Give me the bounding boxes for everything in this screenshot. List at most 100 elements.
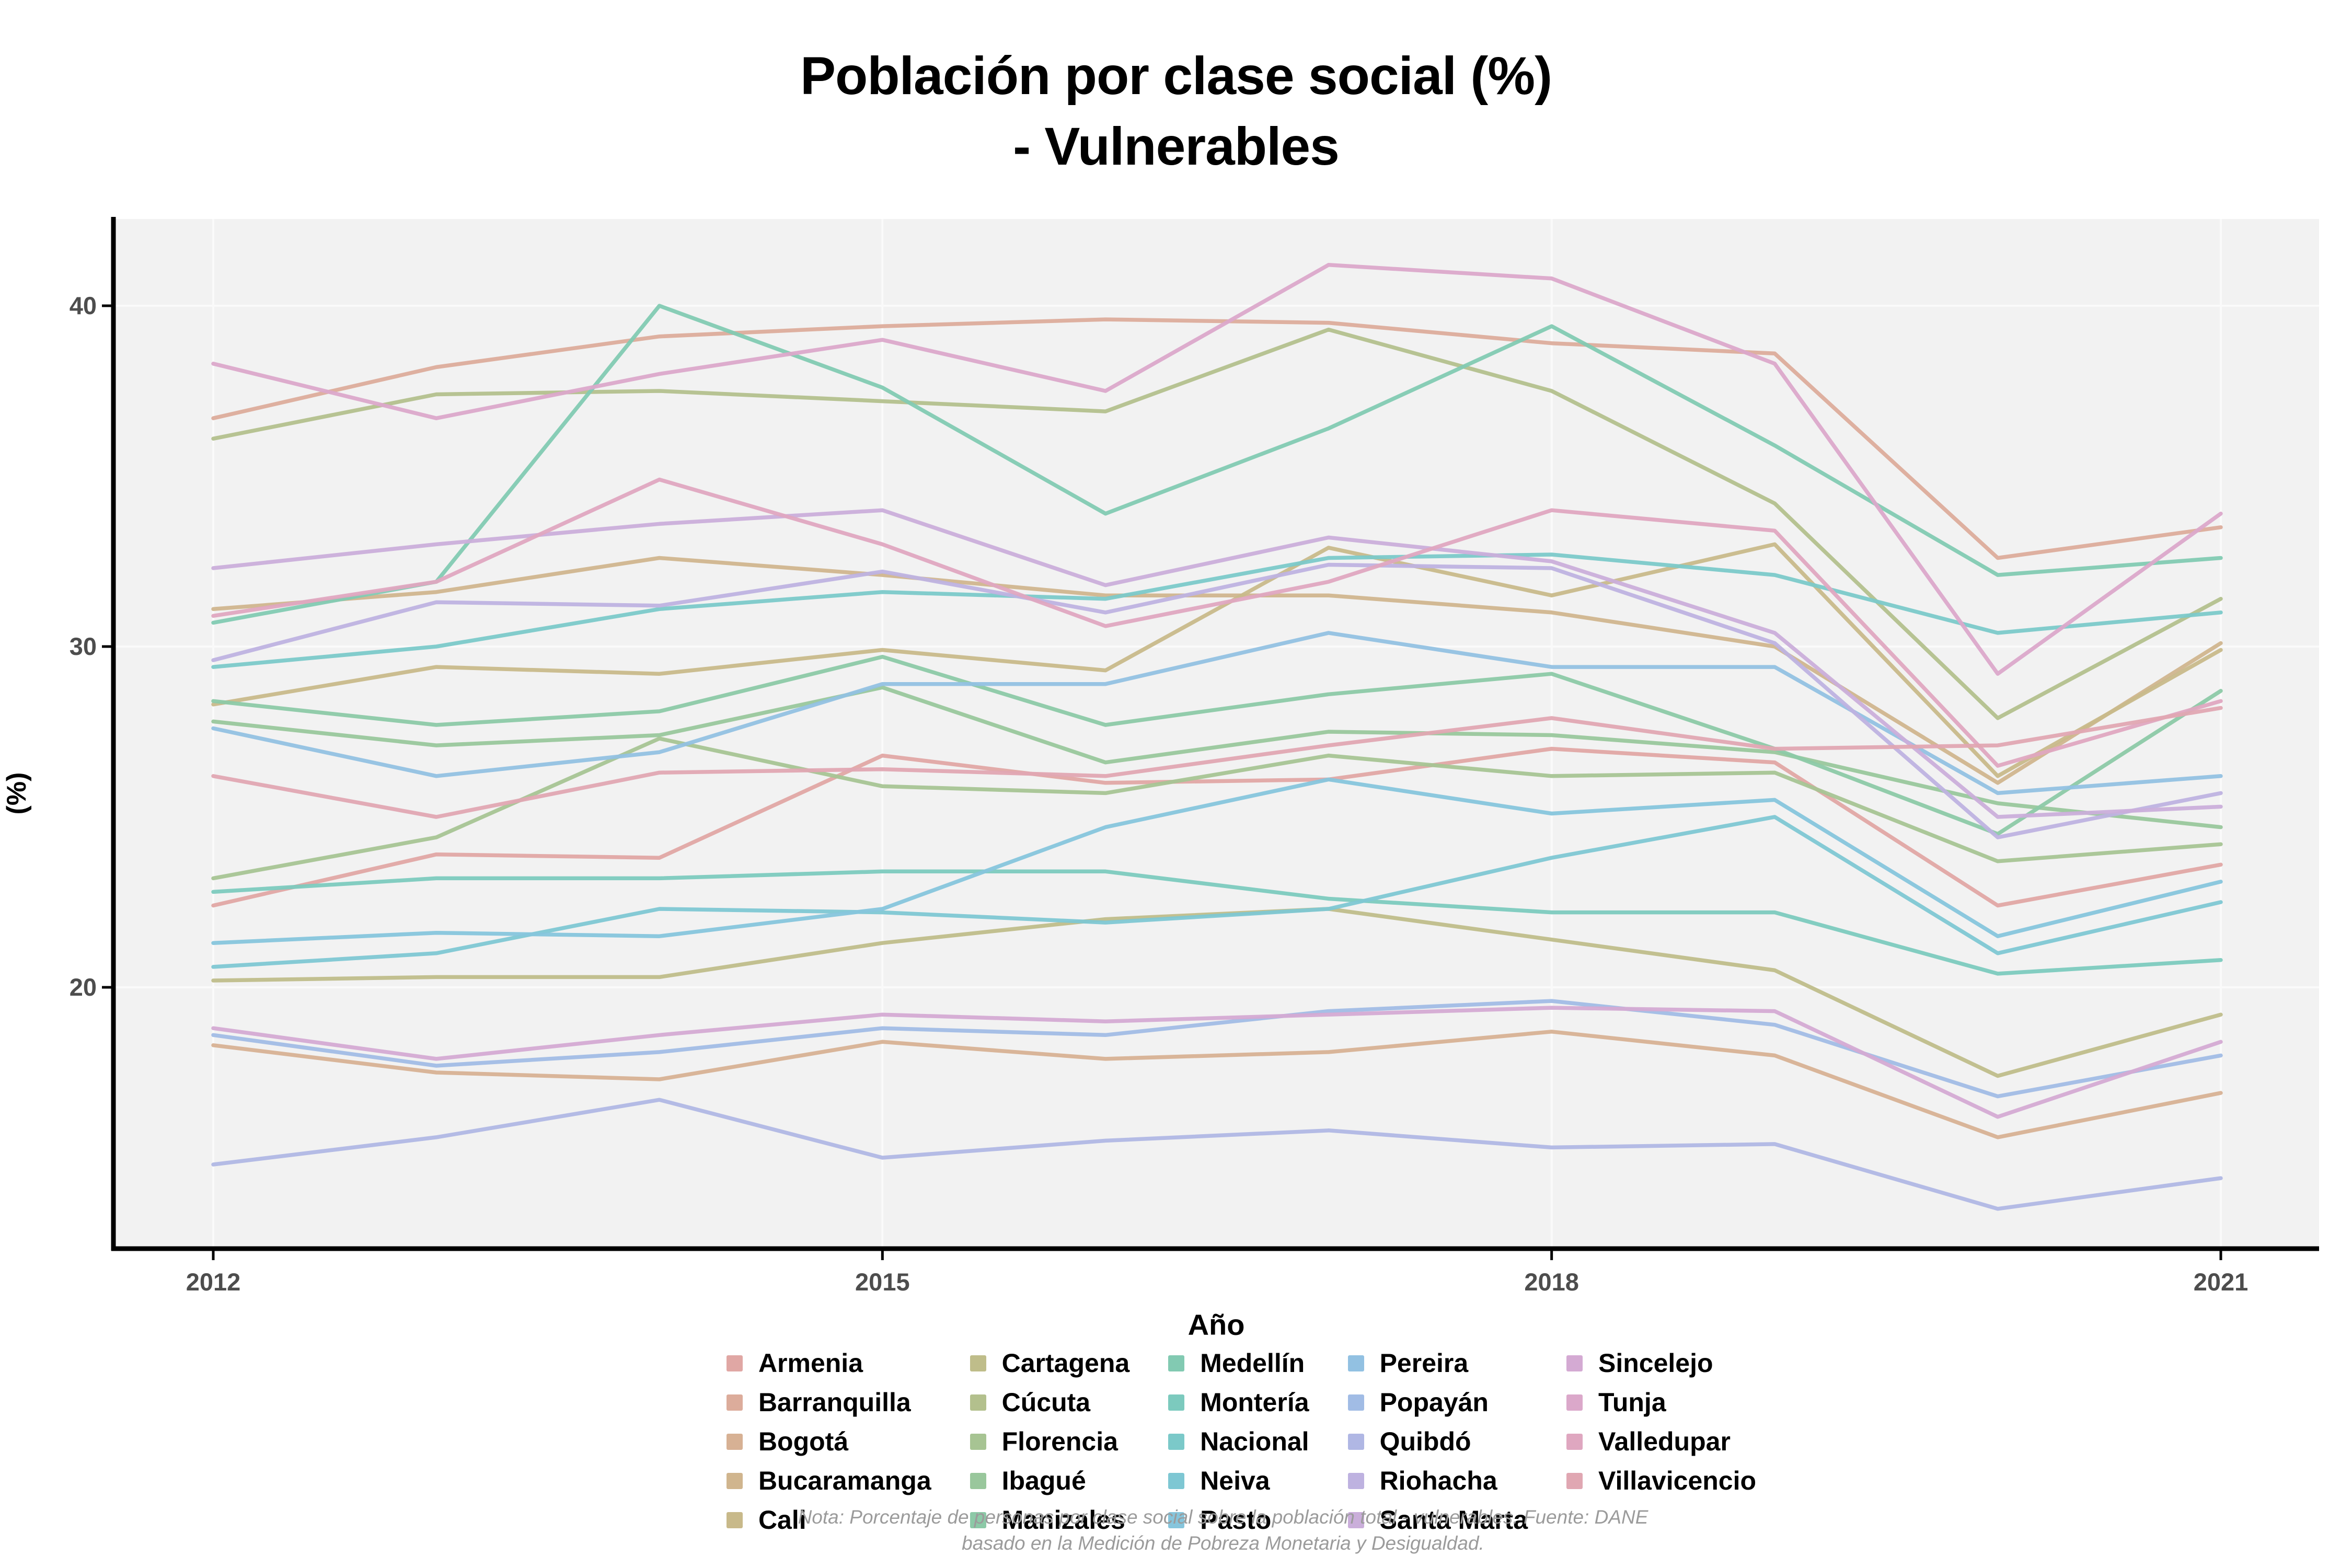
legend-item-sincelejo: Sincelejo (1566, 1347, 1756, 1379)
legend-item-tunja: Tunja (1566, 1387, 1756, 1418)
legend-swatch-icon (1566, 1433, 1583, 1450)
legend-item-armenia: Armenia (726, 1347, 931, 1379)
legend-swatch-icon (1168, 1512, 1185, 1528)
footnote-line1: Nota: Porcentaje de personas por clase s… (798, 1506, 1648, 1528)
legend-label: Pereira (1379, 1348, 1469, 1378)
line-armenia (211, 746, 2223, 908)
legend-label: Tunja (1598, 1388, 1666, 1417)
chart-title-line2: - Vulnerables (1013, 116, 1340, 176)
legend-swatch-icon (1168, 1472, 1185, 1489)
legend-label: Riohacha (1379, 1466, 1497, 1495)
legend-swatch-icon (1168, 1355, 1185, 1371)
legend-label: Manizales (1001, 1505, 1125, 1535)
legend-swatch-icon (1347, 1433, 1364, 1450)
line-cali (211, 542, 2223, 778)
legend-label: Pasto (1200, 1505, 1272, 1535)
legend-label: Cartagena (1001, 1348, 1130, 1378)
y-tick-label-20: 20 (69, 973, 97, 1001)
legend-label: Montería (1200, 1388, 1309, 1417)
legend-column-2: Cartagena Cúcuta Florencia Ibagué Manizales (970, 1347, 1130, 1536)
legend-label: Neiva (1200, 1466, 1270, 1495)
legend-item-manizales: Manizales (970, 1504, 1130, 1536)
y-tick-label-30: 30 (69, 632, 97, 660)
line-villavicencio (211, 706, 2223, 819)
x-tick-label-2018: 2018 (1524, 1268, 1579, 1296)
x-tick-label-2012: 2012 (186, 1268, 241, 1296)
legend-swatch-icon (726, 1512, 743, 1528)
legend-swatch-icon (726, 1355, 743, 1371)
legend-item-quibdó: Quibdó (1347, 1426, 1528, 1457)
legend-label: Popayán (1379, 1388, 1489, 1417)
legend-item-pasto: Pasto (1168, 1504, 1309, 1536)
legend-item-santa-marta: Santa Marta (1347, 1504, 1528, 1536)
legend-item-florencia: Florencia (970, 1426, 1130, 1457)
line-ibagué (211, 685, 2223, 829)
legend-swatch-icon (970, 1355, 986, 1371)
line-florencia (211, 736, 2223, 881)
line-neiva (211, 815, 2223, 969)
legend-swatch-icon (1347, 1394, 1364, 1411)
legend-item-bogotá: Bogotá (726, 1426, 931, 1457)
y-tick-label-40: 40 (69, 292, 97, 319)
x-tick-label-2015: 2015 (855, 1268, 910, 1296)
legend-swatch-icon (1347, 1472, 1364, 1489)
x-axis-title: Año (1187, 1308, 1245, 1341)
legend-item-bucaramanga: Bucaramanga (726, 1465, 931, 1496)
panel-background (113, 219, 2319, 1249)
legend-item-montería: Montería (1168, 1387, 1309, 1418)
line-montería (211, 869, 2223, 976)
line-popayán (211, 999, 2223, 1099)
legend-label: Barranquilla (758, 1388, 911, 1417)
legend-label: Sincelejo (1598, 1348, 1713, 1378)
legend-swatch-icon (1566, 1394, 1583, 1411)
legend-column-4: Pereira Popayán Quibdó Riohacha Santa Marta (1347, 1347, 1528, 1536)
line-sincelejo (211, 1006, 2223, 1119)
line-pereira (211, 631, 2223, 795)
legend-label: Bogotá (758, 1427, 849, 1456)
legend-item-cartagena: Cartagena (970, 1347, 1130, 1379)
legend-swatch-icon (726, 1472, 743, 1489)
line-bogotá (211, 1030, 2223, 1139)
line-nacional (211, 552, 2223, 669)
legend-item-barranquilla: Barranquilla (726, 1387, 931, 1418)
legend-item-medellín: Medellín (1168, 1347, 1309, 1379)
footnote-line2: basado en la Medición de Pobreza Monetar… (962, 1532, 1484, 1554)
legend-label: Cali (758, 1505, 806, 1535)
legend-label: Medellín (1200, 1348, 1305, 1378)
legend-swatch-icon (1347, 1512, 1364, 1528)
legend-swatch-icon (970, 1394, 986, 1411)
legend-swatch-icon (1168, 1433, 1185, 1450)
legend: Armenia Barranquilla Bogotá Bucaramanga Cali… (131, 1347, 2352, 1536)
legend-column-5: Sincelejo Tunja Valledupar Villavicencio (1566, 1347, 1756, 1496)
legend-swatch-icon (970, 1433, 986, 1450)
legend-swatch-icon (1566, 1355, 1583, 1371)
legend-label: Florencia (1001, 1427, 1118, 1456)
legend-swatch-icon (1566, 1472, 1583, 1489)
legend-column-3: Medellín Montería Nacional Neiva Pasto (1168, 1347, 1309, 1536)
line-manizales (211, 654, 2223, 836)
line-medellín (211, 304, 2223, 625)
legend-swatch-icon (970, 1512, 986, 1528)
legend-label: Cúcuta (1001, 1388, 1091, 1417)
legend-item-cúcuta: Cúcuta (970, 1387, 1130, 1418)
legend-item-pereira: Pereira (1347, 1347, 1528, 1379)
chart-title: Población por clase social (%) - Vulnera… (0, 41, 2352, 181)
legend-item-nacional: Nacional (1168, 1426, 1309, 1457)
y-axis-title: (%) (2, 772, 32, 815)
legend-label: Armenia (758, 1348, 863, 1378)
line-bucaramanga (211, 556, 2223, 785)
legend-label: Quibdó (1379, 1427, 1471, 1456)
legend-column-1: Armenia Barranquilla Bogotá Bucaramanga Cali (726, 1347, 931, 1536)
legend-label: Bucaramanga (758, 1466, 931, 1495)
line-riohacha (211, 562, 2223, 839)
legend-label: Nacional (1200, 1427, 1309, 1456)
legend-swatch-icon (1347, 1355, 1364, 1371)
legend-item-valledupar: Valledupar (1566, 1426, 1756, 1457)
legend-swatch-icon (1168, 1394, 1185, 1411)
legend-label: Villavicencio (1598, 1466, 1757, 1495)
line-pasto (211, 777, 2223, 945)
legend-item-riohacha: Riohacha (1347, 1465, 1528, 1496)
legend-label: Ibagué (1001, 1466, 1086, 1495)
legend-item-popayán: Popayán (1347, 1387, 1528, 1418)
legend-swatch-icon (970, 1472, 986, 1489)
